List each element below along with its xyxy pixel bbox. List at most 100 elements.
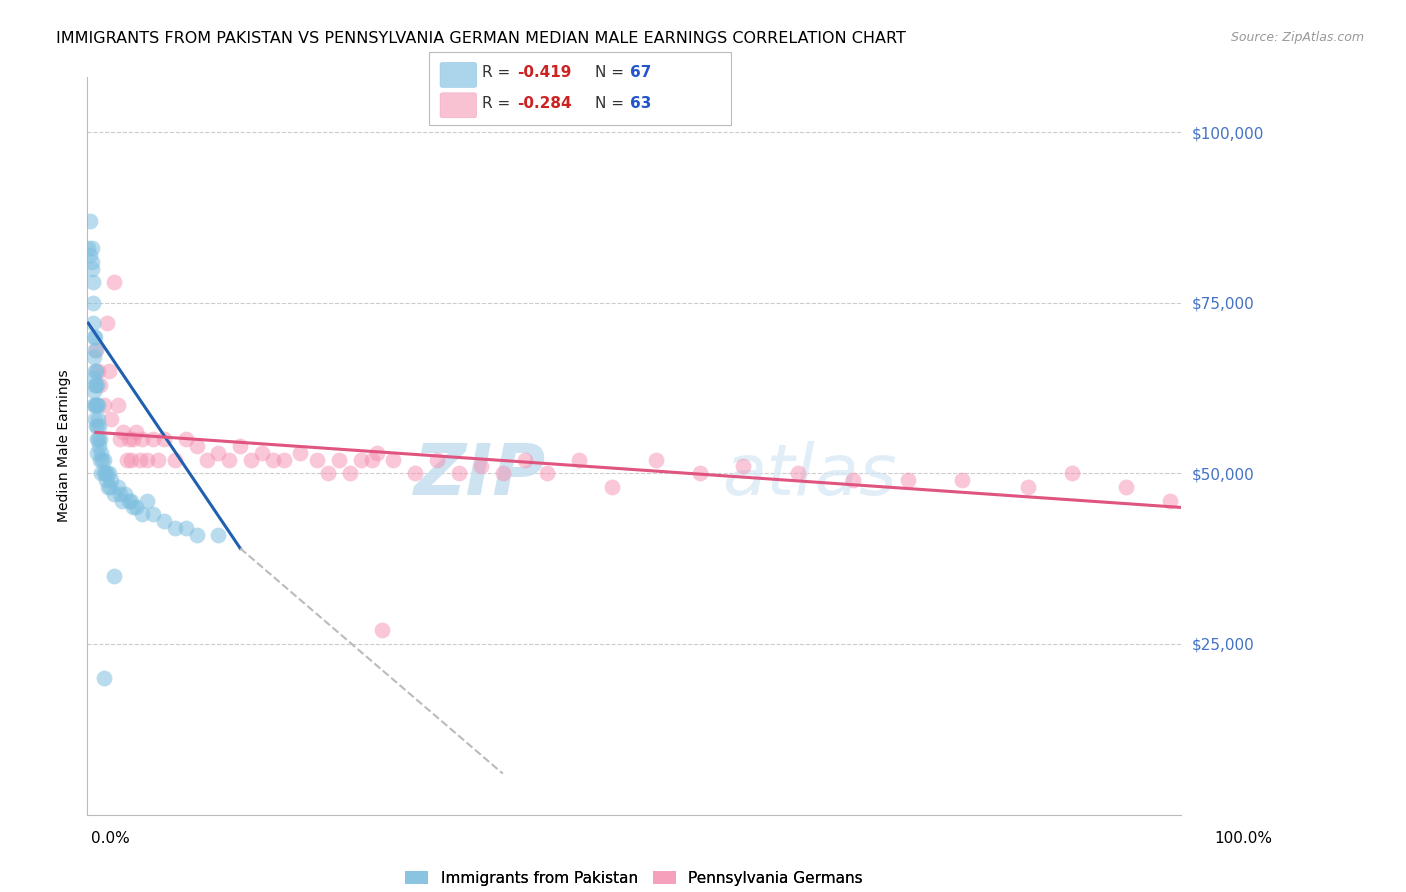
Point (83, 330, 105, 344)
Point (339, 467, 361, 481)
Point (120, 452, 142, 467)
Point (98, 480, 121, 494)
Point (84, 418, 107, 433)
Point (84, 364, 107, 378)
Point (349, 452, 371, 467)
Point (83, 330, 105, 344)
Point (80, 254, 103, 268)
Point (645, 452, 668, 467)
Point (90, 467, 112, 481)
Point (93, 467, 115, 481)
Point (89, 439, 111, 453)
Point (1115, 480, 1137, 494)
Point (404, 467, 426, 481)
Point (94, 473, 117, 487)
Point (97, 480, 120, 494)
Point (250, 446, 273, 460)
Point (79, 213, 101, 227)
Point (93, 467, 115, 481)
Text: atlas: atlas (721, 441, 896, 510)
Point (131, 432, 153, 446)
Point (82, 295, 104, 310)
Point (96, 316, 118, 330)
Point (229, 439, 252, 453)
Point (328, 452, 350, 467)
Point (112, 425, 135, 440)
Point (122, 500, 145, 515)
Point (84, 377, 107, 392)
Point (100, 473, 122, 487)
Point (120, 493, 142, 508)
Point (207, 527, 229, 541)
Point (80, 241, 103, 255)
Point (82, 316, 104, 330)
Text: N =: N = (595, 96, 624, 111)
Point (77, 241, 100, 255)
Point (733, 459, 755, 474)
Point (136, 452, 159, 467)
Point (93, 452, 115, 467)
Point (197, 452, 219, 467)
Point (207, 446, 229, 460)
Point (360, 452, 382, 467)
Y-axis label: Median Male Earnings: Median Male Earnings (58, 369, 72, 523)
Point (103, 275, 125, 289)
Text: ZIP: ZIP (415, 441, 547, 510)
Point (1159, 493, 1181, 508)
Point (111, 493, 134, 508)
Point (86, 446, 108, 460)
Point (366, 446, 388, 460)
Point (93, 671, 115, 685)
Point (83, 398, 105, 412)
Point (163, 521, 186, 535)
Point (84, 398, 107, 412)
Point (84, 343, 107, 358)
Point (115, 452, 138, 467)
Point (174, 432, 197, 446)
Point (163, 452, 186, 467)
Point (125, 500, 148, 515)
Point (316, 467, 339, 481)
Point (103, 568, 125, 582)
Point (93, 398, 115, 412)
Point (142, 508, 165, 522)
Point (87, 398, 110, 412)
Point (122, 432, 145, 446)
Point (89, 418, 111, 433)
Point (568, 452, 591, 467)
Point (842, 473, 865, 487)
Point (426, 452, 449, 467)
Point (108, 432, 131, 446)
Point (240, 452, 263, 467)
Point (79, 248, 101, 262)
Point (98, 364, 121, 378)
Text: R =: R = (482, 96, 510, 111)
Point (87, 364, 110, 378)
Point (371, 624, 394, 638)
Point (128, 452, 150, 467)
Point (492, 467, 515, 481)
Point (896, 473, 918, 487)
Point (87, 411, 110, 425)
Point (689, 467, 711, 481)
Point (83, 398, 105, 412)
Point (83, 377, 105, 392)
Point (118, 493, 141, 508)
Point (108, 487, 131, 501)
Text: 0.0%: 0.0% (91, 831, 131, 846)
Point (470, 459, 492, 474)
Point (382, 452, 405, 467)
Point (87, 432, 110, 446)
Point (536, 467, 558, 481)
Point (174, 521, 197, 535)
Text: R =: R = (482, 65, 510, 79)
Point (186, 439, 208, 453)
Text: 100.0%: 100.0% (1215, 831, 1272, 846)
Point (86, 398, 108, 412)
Point (447, 467, 470, 481)
Point (118, 432, 141, 446)
Point (82, 275, 104, 289)
Point (950, 473, 973, 487)
Point (1017, 480, 1039, 494)
Point (290, 446, 312, 460)
